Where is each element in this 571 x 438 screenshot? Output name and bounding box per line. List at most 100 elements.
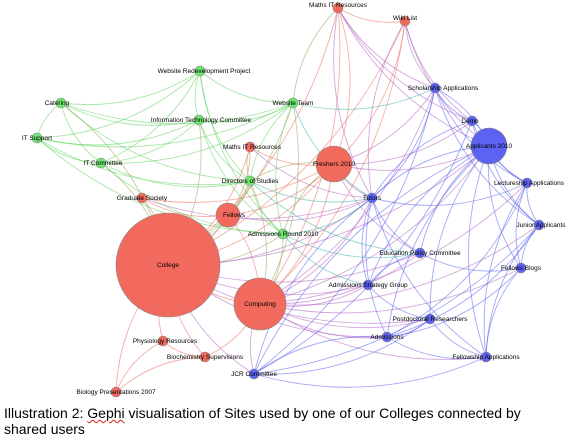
edge-freshers-2010-maths-it-resources-top [333, 7, 351, 165]
caption-prefix: Illustration 2: [4, 405, 88, 421]
edge-it-committee-website-team [100, 102, 294, 164]
edge-wiki-list-demo [404, 20, 473, 122]
caption-rest: visualisation of Sites used by one of ou… [4, 405, 521, 437]
node-fellows-blogs[interactable] [515, 262, 527, 274]
edge-it-committee-directors-of-studies [100, 162, 251, 188]
node-fellows[interactable] [215, 202, 241, 228]
edge-website-team-directors-of-studies [249, 102, 294, 182]
node-label-physiology-resources: Physiology Resources [133, 338, 198, 345]
node-label-jcr-committee: JCR Committee [231, 371, 277, 378]
edge-computing-junior-applicants [259, 224, 540, 306]
node-label-demo: Demo [461, 118, 479, 125]
edge-admissions-strategy-group-postdoctoral-researchers [367, 284, 431, 320]
edge-catering-website-team [60, 102, 294, 125]
node-directors-of-studies[interactable] [244, 175, 256, 187]
edge-wiki-list-tutors [367, 20, 406, 199]
edge-tutors-admissions-strategy-group [361, 197, 373, 286]
node-junior-applicants[interactable] [533, 219, 545, 231]
node-label-maths-it-resources-top: Maths IT Resources [309, 2, 368, 9]
node-maths-it-resources[interactable] [244, 141, 256, 153]
node-computing[interactable] [233, 277, 287, 331]
edge-computing-wiki-list [259, 20, 406, 305]
edge-maths-it-resources-top-tutors [333, 7, 373, 199]
node-lectureship-applications[interactable] [521, 177, 533, 189]
node-physiology-resources[interactable] [157, 335, 169, 347]
edge-maths-it-resources-top-website-team [292, 7, 339, 104]
node-label-biochemistry-supervisions: Biochemistry Supervisions [167, 354, 244, 361]
node-label-freshers-2010: Freshers 2010 [313, 161, 355, 168]
node-label-it-committee: IT Committee [84, 160, 123, 167]
node-label-information-technology-committee: Information Technology Committee [151, 117, 252, 124]
edge-information-technology-committee-directors-of-studies [198, 119, 251, 182]
edge-maths-it-resources-top-wiki-list [337, 7, 406, 23]
node-label-website-team: Website Team [273, 100, 314, 107]
edge-admissions-fellowship-applications [386, 336, 487, 360]
edge-tutors-jcr-committee [253, 197, 373, 375]
node-postdoctoral-researchers[interactable] [424, 313, 436, 325]
node-admissions[interactable] [381, 331, 393, 343]
edge-catering-directors-of-studies [60, 102, 251, 182]
edge-admissions-round-2010-tutors [282, 197, 373, 235]
edge-jcr-committee-scholarship-applications [253, 87, 436, 375]
node-label-graduate-society: Graduate Society [117, 195, 168, 202]
edge-admissions-fellows-blogs [386, 267, 522, 338]
node-biology-presentations-2007[interactable] [110, 386, 122, 398]
node-maths-it-resources-top[interactable] [332, 2, 344, 14]
edge-it-committee-website-redevelopment-project [100, 70, 201, 164]
edge-website-redevelopment-project-admissions-round-2010 [199, 70, 284, 235]
node-scholarship-applications[interactable] [429, 82, 441, 94]
edge-layer [36, 7, 540, 393]
edge-lectureship-applications-junior-applicants [526, 182, 540, 226]
edge-maths-it-resources-tutors [249, 146, 373, 199]
node-label-computing: Computing [244, 301, 276, 308]
edge-applicants-2010-postdoctoral-researchers [429, 145, 490, 320]
node-it-committee[interactable] [95, 157, 107, 169]
node-label-applicants-2010: Applicants 2010 [466, 143, 513, 150]
node-applicants-2010[interactable] [470, 127, 508, 165]
edge-graduate-society-tutors [141, 197, 373, 220]
edge-admissions-lectureship-applications [386, 182, 528, 338]
label-layer: Maths IT Resources Wiki List Website Redev… [22, 2, 566, 396]
edge-tutors-education-policy-committee [371, 197, 421, 254]
edge-it-support-website-redevelopment-project [36, 70, 201, 139]
node-freshers-2010[interactable] [315, 145, 353, 183]
node-demo[interactable] [466, 115, 478, 127]
node-website-team[interactable] [287, 97, 299, 109]
node-college[interactable] [115, 212, 221, 318]
edge-jcr-committee-demo [253, 120, 473, 375]
node-label-admissions: Admissions [370, 334, 404, 341]
edge-jcr-committee-postdoctoral-researchers [253, 318, 431, 375]
node-label-admissions-strategy-group: Admissions Strategy Group [328, 282, 408, 289]
edge-admissions-junior-applicants [386, 224, 540, 338]
node-graduate-society[interactable] [136, 192, 148, 204]
node-biochemistry-supervisions[interactable] [199, 351, 211, 363]
edge-applicants-2010-jcr-committee [253, 145, 490, 375]
node-wiki-list[interactable] [399, 15, 411, 27]
node-education-policy-committee[interactable] [414, 247, 426, 259]
node-label-education-policy-committee: Education Policy Committee [379, 250, 461, 257]
edge-fellows-blogs-fellowship-applications [485, 267, 522, 358]
edge-website-redevelopment-project-website-team [199, 70, 294, 104]
node-label-tutors: Tutors [363, 195, 382, 202]
edge-catering-it-support [36, 102, 62, 139]
node-information-technology-committee[interactable] [193, 114, 205, 126]
node-tutors[interactable] [366, 192, 378, 204]
node-label-college: College [157, 262, 179, 269]
edge-catering-website-redevelopment-project [60, 70, 201, 106]
edge-freshers-2010-wiki-list [333, 20, 406, 165]
node-it-support[interactable] [31, 132, 43, 144]
node-catering[interactable] [55, 97, 67, 109]
node-website-redevelopment-project[interactable] [194, 65, 206, 77]
node-fellowship-applications[interactable] [480, 351, 492, 363]
edge-postdoctoral-researchers-fellowship-applications [429, 318, 487, 358]
node-admissions-strategy-group[interactable] [362, 279, 374, 291]
node-label-maths-it-resources: Maths IT Resources [223, 144, 282, 151]
edge-computing-fellows-blogs [259, 267, 522, 314]
edge-tutors-lectureship-applications [371, 182, 528, 206]
node-layer [31, 2, 545, 398]
edge-education-policy-committee-fellows-blogs [419, 252, 522, 272]
node-admissions-round-2010[interactable] [277, 228, 289, 240]
edge-applicants-2010-admissions [386, 145, 490, 338]
node-jcr-committee[interactable] [248, 368, 260, 380]
edge-computing-applicants-2010 [259, 145, 490, 305]
